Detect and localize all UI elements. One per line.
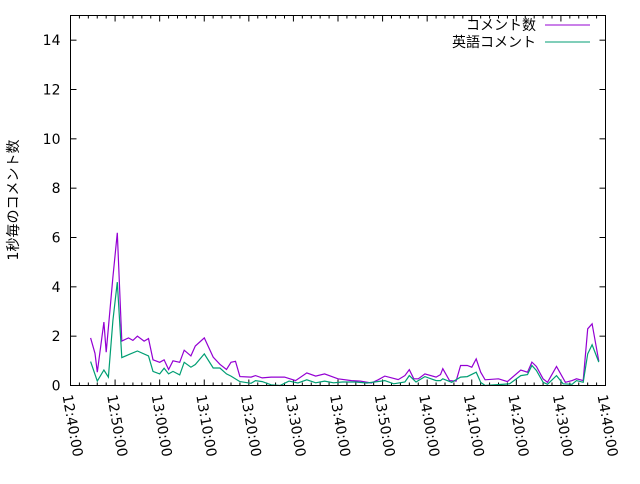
series-lines [90, 232, 600, 387]
x-tick-label: 14:00:00 [415, 393, 442, 458]
x-tick-label: 14:10:00 [460, 393, 487, 458]
y-tick-label: 2 [52, 329, 61, 345]
y-axis-label: 1秒毎のコメント数 [6, 140, 22, 261]
x-tick-label: 14:40:00 [594, 393, 621, 458]
x-tick-label: 13:50:00 [371, 393, 398, 458]
x-tick-label: 12:40:00 [59, 393, 86, 458]
y-tick-label: 10 [43, 132, 61, 148]
x-tick-label: 13:20:00 [237, 393, 264, 458]
series-line-0 [90, 232, 600, 384]
y-tick-label: 6 [52, 231, 61, 247]
axis-ticks: 0 2 4 6 8 10 12 14 12:40:00 12:50:00 13:00:00 13:10… [43, 15, 621, 458]
x-tick-label: 13:40:00 [326, 393, 353, 458]
y-tick-label: 8 [52, 181, 61, 197]
x-tick-label: 14:20:00 [504, 393, 531, 458]
x-tick-label: 12:50:00 [103, 393, 130, 458]
y-tick-label: 4 [52, 280, 61, 296]
x-tick-label: 14:30:00 [549, 393, 576, 458]
x-tick-label: 13:00:00 [148, 393, 175, 458]
legend-label-0: コメント数 [466, 18, 536, 34]
y-tick-label: 14 [43, 33, 61, 49]
series-line-1 [90, 282, 600, 387]
legend: コメント数 英語コメント [452, 18, 590, 51]
y-tick-label: 12 [43, 83, 61, 99]
legend-label-1: 英語コメント [452, 34, 536, 51]
x-tick-label: 13:10:00 [192, 393, 219, 458]
x-tick-label: 13:30:00 [281, 393, 308, 458]
plot-border [70, 15, 606, 386]
y-tick-label: 0 [52, 379, 61, 395]
